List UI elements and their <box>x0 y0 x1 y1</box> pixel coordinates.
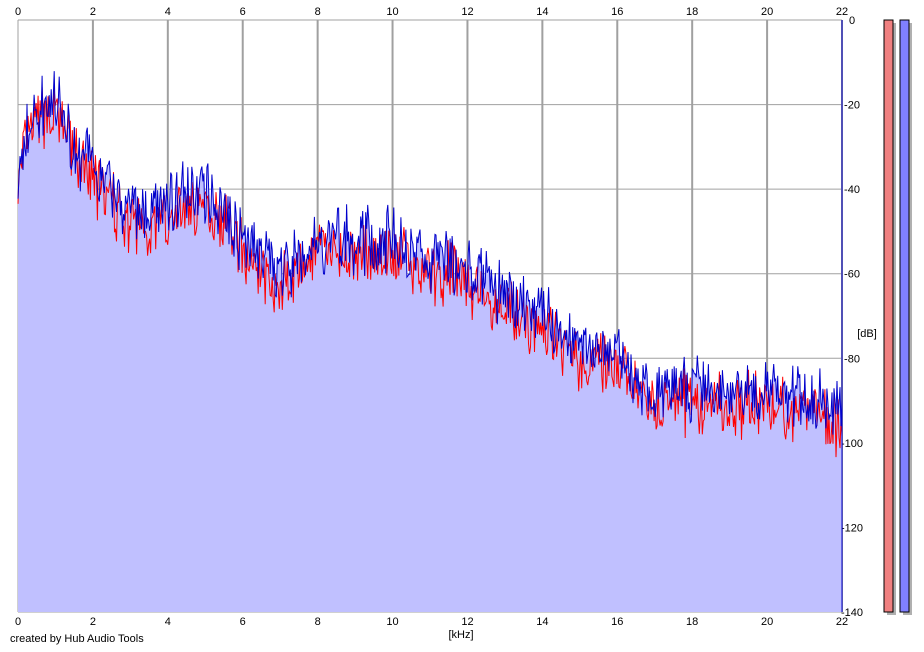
y-tick-label: 0 <box>849 15 855 27</box>
y-tick-label: -120 <box>841 522 863 534</box>
level-meter-bar <box>899 19 910 613</box>
y-tick-label: -20 <box>844 100 860 112</box>
x-tick-label-bottom: 12 <box>461 616 473 628</box>
y-tick-label: -80 <box>844 353 860 365</box>
credit-text: created by Hub Audio Tools <box>10 633 144 645</box>
x-tick-label-bottom: 22 <box>836 616 848 628</box>
y-axis-unit-label: [dB] <box>857 328 877 340</box>
x-tick-label-top: 8 <box>315 6 321 18</box>
x-tick-label-bottom: 8 <box>315 616 321 628</box>
series-line <box>17 71 843 435</box>
x-tick-label-bottom: 10 <box>386 616 398 628</box>
x-tick-label-top: 0 <box>15 6 21 18</box>
series-line <box>17 87 843 458</box>
x-tick-label-bottom: 18 <box>686 616 698 628</box>
x-tick-label-top: 6 <box>240 6 246 18</box>
x-tick-label-bottom: 6 <box>240 616 246 628</box>
x-axis-unit-label: [kHz] <box>448 629 473 641</box>
x-tick-label-bottom: 4 <box>165 616 171 628</box>
x-tick-label-top: 18 <box>686 6 698 18</box>
x-tick-label-bottom: 20 <box>761 616 773 628</box>
x-tick-label-top: 22 <box>836 6 848 18</box>
x-tick-label-bottom: 14 <box>536 616 548 628</box>
y-tick-label: -60 <box>844 269 860 281</box>
x-tick-label-top: 4 <box>165 6 171 18</box>
x-tick-label-top: 12 <box>461 6 473 18</box>
x-tick-label-bottom: 0 <box>15 616 21 628</box>
x-tick-label-bottom: 16 <box>611 616 623 628</box>
x-tick-label-top: 2 <box>90 6 96 18</box>
series-lines <box>17 71 843 458</box>
x-tick-label-top: 16 <box>611 6 623 18</box>
y-tick-label: -100 <box>841 438 863 450</box>
axes: 002244668810101212141416161818202022220-… <box>15 6 863 628</box>
x-tick-label-bottom: 2 <box>90 616 96 628</box>
x-tick-label-top: 10 <box>386 6 398 18</box>
level-meters <box>883 19 912 615</box>
x-tick-label-top: 20 <box>761 6 773 18</box>
x-tick-label-top: 14 <box>536 6 548 18</box>
y-tick-label: -140 <box>841 607 863 619</box>
level-meter-bar <box>883 19 894 613</box>
y-tick-label: -40 <box>844 184 860 196</box>
